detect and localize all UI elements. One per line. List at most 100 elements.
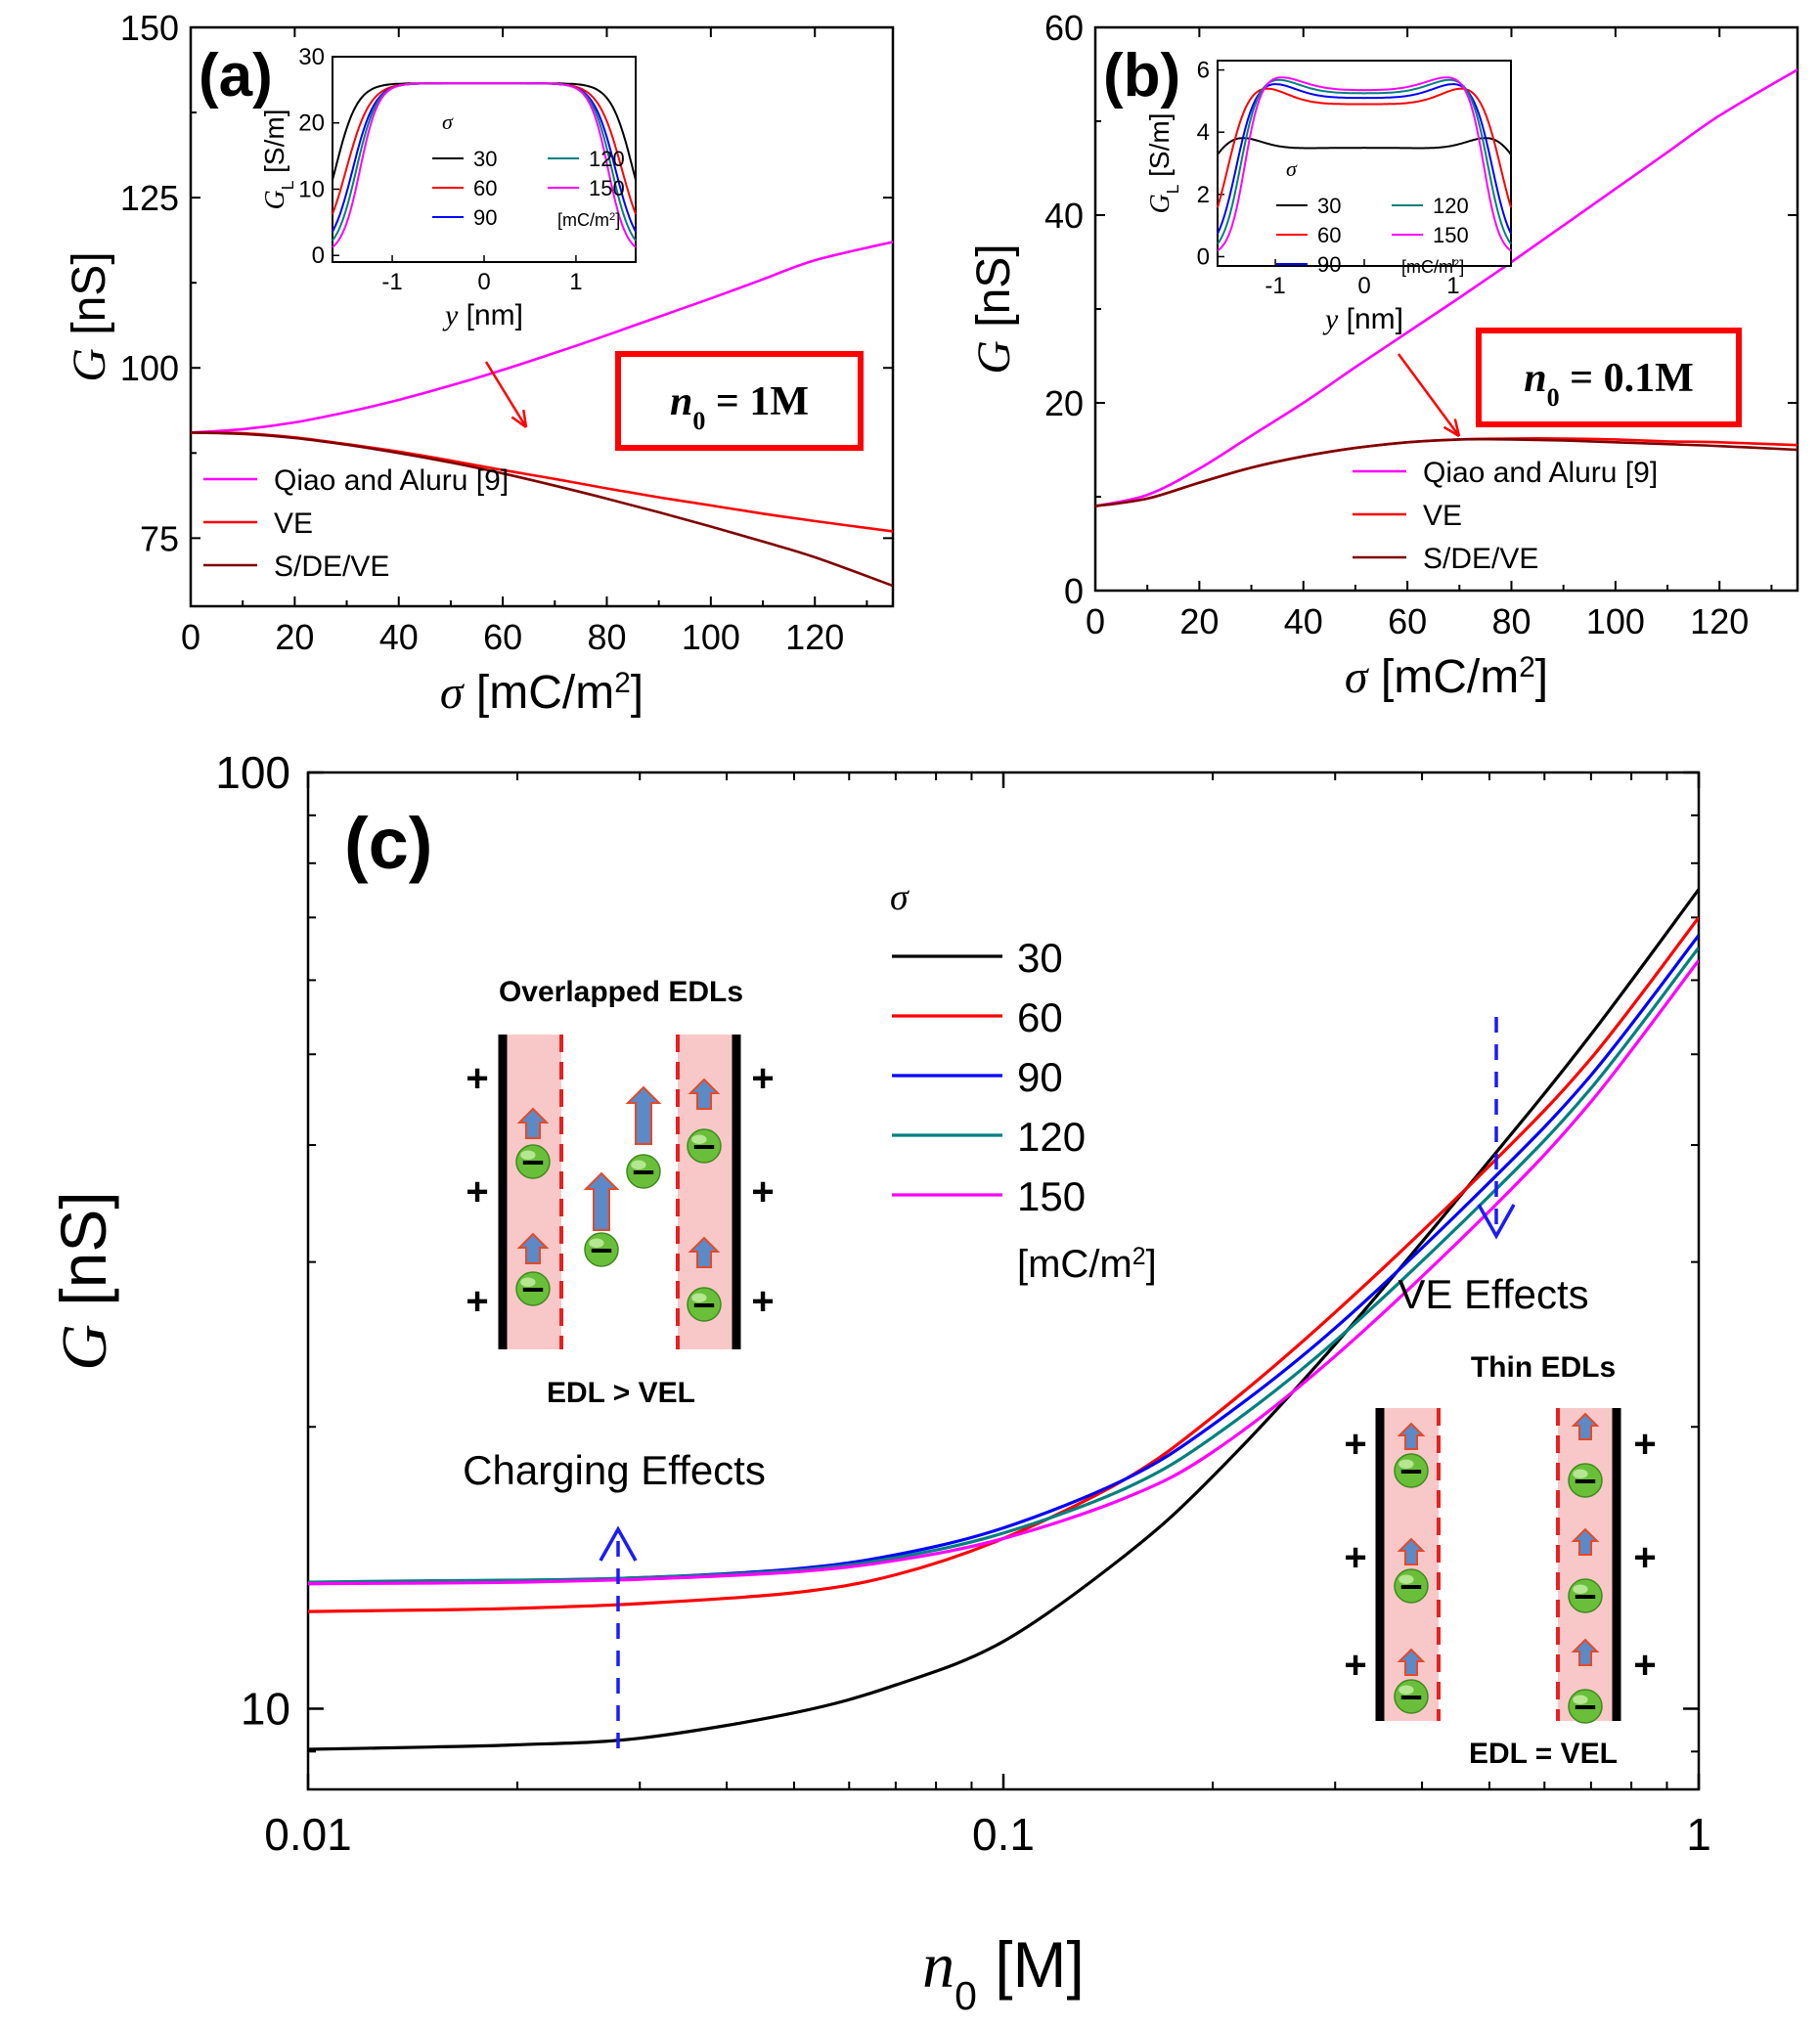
flow-arrow	[516, 1107, 550, 1139]
inset-x-tick-label: 1	[569, 269, 582, 295]
inset-legend-title: σ	[1286, 156, 1298, 181]
y-axis-title: G [nS]	[968, 243, 1020, 374]
inset-y-unit: [S/m]	[259, 109, 289, 180]
series-line-30	[308, 888, 1699, 1751]
legend-unit: [mC/m2]	[1017, 1243, 1157, 1286]
x-tick-label: 20	[275, 617, 314, 657]
anion-highlight	[520, 1150, 536, 1160]
flow-arrow	[1571, 1527, 1600, 1556]
x-tick-label: 60	[1388, 601, 1427, 641]
inset-legend-label: 60	[1317, 223, 1341, 247]
anion-highlight	[1573, 1469, 1588, 1478]
anion-highlight	[1573, 1584, 1588, 1594]
pointer-arrow-line	[1397, 353, 1461, 437]
legend-label: 30	[1017, 935, 1063, 981]
surface-charge-plus: +	[751, 1057, 774, 1100]
anion-highlight	[691, 1293, 707, 1302]
y-axis-var: G	[64, 348, 115, 382]
inset-x-tick-label: 0	[477, 269, 490, 295]
ve-effects-label: VE Effects	[1398, 1271, 1588, 1317]
surface-charge-plus: +	[466, 1280, 488, 1323]
inset-unit-b: ]	[615, 210, 620, 230]
inset-legend-label: 150	[1433, 223, 1469, 247]
inset-y-var: G	[260, 190, 290, 209]
legend-label: Qiao and Aluru [9]	[274, 464, 509, 497]
x-axis-var: σ	[440, 667, 466, 719]
inset-legend-label: 150	[589, 176, 625, 200]
pointer-arrow-line	[484, 361, 528, 428]
series-line-120	[308, 947, 1699, 1584]
surface-charge-plus: +	[1633, 1423, 1656, 1466]
inset-series-60	[1217, 87, 1512, 208]
inset-legend-label: 120	[1433, 194, 1469, 218]
inset-y-title: GL [S/m]	[1144, 112, 1182, 213]
inset-x-unit: [nm]	[458, 299, 523, 331]
inset-y-tick-label: 0	[312, 242, 325, 269]
legend-unit-a: [mC/m	[1017, 1243, 1132, 1286]
legend-label: 150	[1017, 1173, 1086, 1219]
y-axis-title: G [nS]	[64, 251, 115, 381]
anion-highlight	[1398, 1459, 1414, 1469]
inset-unit-a: [mC/m	[1401, 257, 1453, 277]
pointer-arrow-head	[1443, 419, 1461, 438]
pointer-arrow-head	[510, 410, 528, 429]
ve-arrow-head	[1477, 1204, 1516, 1240]
inset-legend-unit: [mC/m2]	[557, 210, 620, 230]
surface-charge-plus: +	[751, 1280, 774, 1323]
flow-arrow	[625, 1085, 662, 1145]
anion-highlight	[589, 1238, 604, 1248]
surface-charge-plus: +	[466, 1057, 488, 1100]
legend-label: VE	[1423, 500, 1462, 532]
concentration-box	[1476, 328, 1742, 427]
plot-frame	[189, 25, 895, 608]
x-axis-sup: 2	[1519, 651, 1535, 683]
inset-y-unit: [S/m]	[1144, 112, 1175, 184]
x-axis-unit: [mC/m	[464, 667, 615, 719]
inset-legend-label: 90	[473, 205, 497, 230]
x-tick-label: 40	[1284, 601, 1323, 641]
thin-edl-title: Thin EDLs	[1471, 1351, 1616, 1384]
y-axis-var: G	[49, 1324, 120, 1371]
charging-arrow-head	[599, 1525, 638, 1562]
inset-x-tick-label: -1	[381, 269, 402, 295]
inset-x-title: y [nm]	[1322, 303, 1403, 335]
overlapped-edl-title: Overlapped EDLs	[499, 976, 743, 1008]
anion-highlight	[1398, 1574, 1414, 1584]
legend-unit-b: ]	[1146, 1243, 1157, 1286]
legend-label: S/DE/VE	[1423, 543, 1538, 575]
panel-label: (b)	[1103, 42, 1180, 110]
x-tick-label: 100	[682, 617, 740, 657]
conc-sub: 0	[1547, 383, 1560, 412]
y-axis-unit: [nS]	[968, 243, 1020, 340]
surface-charge-plus: +	[1344, 1423, 1366, 1466]
legend-label: 60	[1017, 994, 1063, 1040]
conc-var: n	[670, 379, 692, 424]
inset-legend-label: 30	[473, 147, 497, 171]
inset-y-sub: L	[278, 180, 297, 190]
surface-charge-plus: +	[1344, 1644, 1366, 1687]
y-tick-label: 10	[241, 1683, 290, 1734]
inset-y-tick-label: 10	[298, 176, 325, 202]
legend-label: VE	[274, 507, 313, 540]
y-axis-unit: [nS]	[64, 251, 115, 348]
legend-label: Qiao and Aluru [9]	[1423, 457, 1658, 489]
inset-x-var: y	[442, 299, 459, 331]
panel-label: (c)	[344, 803, 432, 884]
conc-val: = 1M	[705, 379, 809, 424]
y-tick-label: 60	[1044, 8, 1084, 48]
y-tick-label: 150	[120, 8, 179, 48]
x-tick-label: 0.1	[972, 1809, 1035, 1860]
surface-charge-plus: +	[751, 1170, 774, 1213]
thin-edl-schematic: Thin EDLs + + + + + + EDL = VEL	[1344, 1351, 1656, 1770]
x-tick-label: 120	[1690, 601, 1749, 641]
conc-sub: 0	[692, 407, 705, 435]
inset-series-150	[1217, 76, 1512, 252]
thin-edl-relation: EDL = VEL	[1469, 1738, 1618, 1770]
series-line-qiao-and-aluru-9-	[191, 241, 893, 434]
edl-region-right	[1558, 1408, 1613, 1721]
inset-unit-a: [mC/m	[557, 210, 609, 230]
charging-effects-label: Charging Effects	[463, 1447, 766, 1493]
inset-unit-sup: 2	[1453, 258, 1459, 270]
concentration-label: n0 = 1M	[670, 379, 809, 435]
